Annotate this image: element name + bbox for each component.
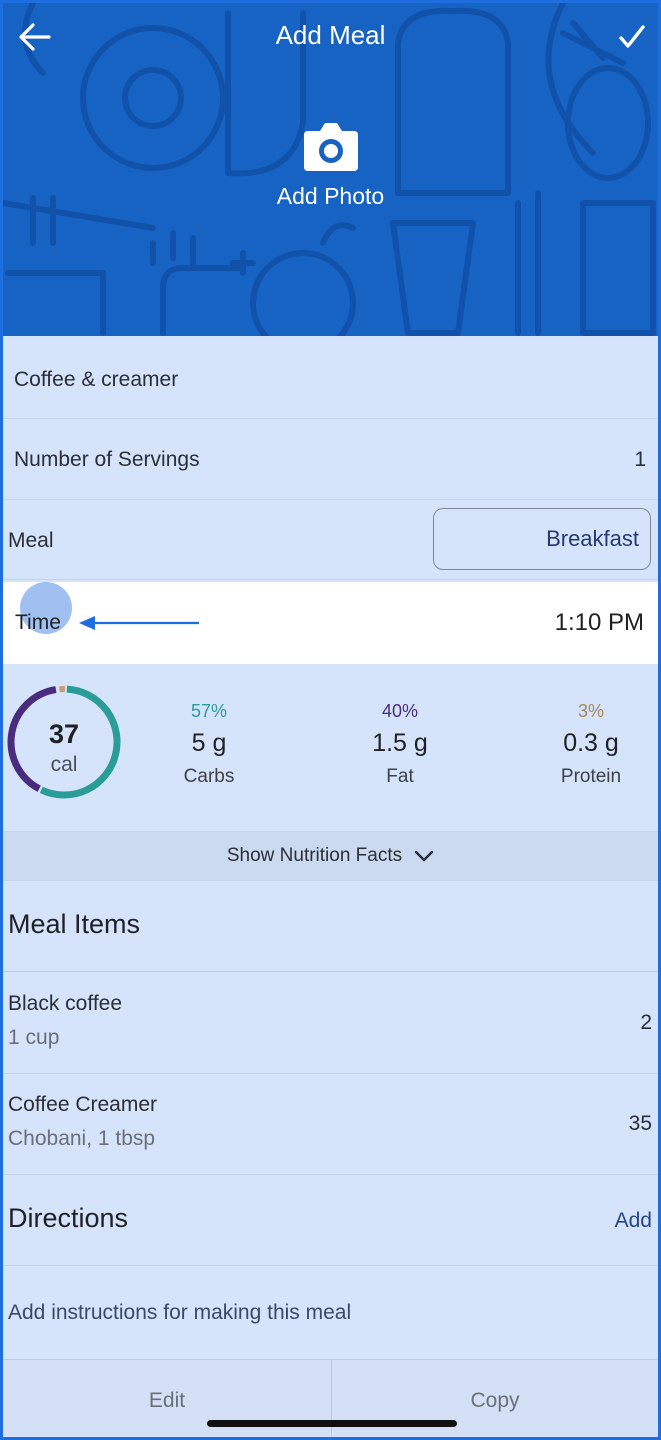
meal-type-row: Meal Breakfast xyxy=(3,500,658,580)
calories-unit: cal xyxy=(50,753,78,776)
time-value: 1:10 PM xyxy=(554,609,644,636)
carbs-label: Carbs xyxy=(183,766,235,787)
meal-item-name: Coffee Creamer xyxy=(8,1093,158,1116)
ring-carbs-segment xyxy=(39,685,121,799)
directions-heading: Directions xyxy=(8,1203,129,1233)
calories-value: 37 xyxy=(48,719,80,749)
meal-type-label: Meal xyxy=(8,529,54,552)
food-pattern-background xyxy=(3,3,656,336)
touch-indicator xyxy=(20,582,72,634)
arrow-left-icon xyxy=(19,23,51,51)
divider xyxy=(3,971,658,972)
camera-icon xyxy=(303,123,358,171)
macro-carbs: 57% 5 g Carbs xyxy=(139,701,279,788)
meal-item-calories: 2 xyxy=(640,1011,652,1034)
home-indicator[interactable] xyxy=(207,1420,457,1427)
nutrition-summary: 37 cal 57% 5 g Carbs 40% 1.5 g Fat 3% 0.… xyxy=(3,665,658,831)
meal-name-row[interactable]: Coffee & creamer xyxy=(3,339,658,419)
meal-item-row[interactable]: Black coffee 1 cup 2 xyxy=(3,973,658,1074)
copy-button[interactable]: Copy xyxy=(470,1388,520,1412)
calorie-ring xyxy=(7,685,121,799)
annotation-arrow-left-icon xyxy=(79,616,199,630)
meal-items-heading: Meal Items xyxy=(8,909,141,939)
carbs-amount: 5 g xyxy=(191,729,227,757)
meal-item-name: Black coffee xyxy=(8,992,123,1015)
ring-fat-segment xyxy=(7,686,57,792)
time-row[interactable]: Time 1:10 PM xyxy=(3,582,658,664)
back-button[interactable] xyxy=(13,17,57,57)
fat-label: Fat xyxy=(386,766,414,787)
carbs-percent: 57% xyxy=(190,701,228,721)
page-title: Add Meal xyxy=(275,20,386,50)
servings-value: 1 xyxy=(634,448,646,471)
add-photo-label: Add Photo xyxy=(276,183,385,209)
chevron-down-icon xyxy=(414,850,434,862)
servings-row[interactable]: Number of Servings 1 xyxy=(3,419,658,500)
meal-item-row[interactable]: Coffee Creamer Chobani, 1 tbsp 35 xyxy=(3,1074,658,1175)
edit-button[interactable]: Edit xyxy=(148,1388,186,1412)
time-label: Time xyxy=(15,611,61,634)
macro-fat: 40% 1.5 g Fat xyxy=(330,701,470,788)
divider xyxy=(3,1265,658,1266)
divider xyxy=(331,1360,332,1437)
protein-percent: 3% xyxy=(577,701,604,721)
bottom-action-bar: Edit Copy xyxy=(3,1359,658,1437)
servings-label: Number of Servings xyxy=(14,448,200,471)
meal-type-select[interactable]: Breakfast xyxy=(433,508,651,570)
show-nutrition-facts-label: Show Nutrition Facts xyxy=(226,845,403,866)
confirm-button[interactable] xyxy=(610,17,654,57)
protein-amount: 0.3 g xyxy=(563,729,619,757)
meal-item-serving: 1 cup xyxy=(8,1026,60,1049)
meal-item-calories: 35 xyxy=(628,1112,652,1135)
checkmark-icon xyxy=(619,25,645,48)
add-directions-button[interactable]: Add xyxy=(614,1209,652,1232)
meal-name-value: Coffee & creamer xyxy=(14,368,179,391)
fat-percent: 40% xyxy=(381,701,419,721)
show-nutrition-facts-button[interactable]: Show Nutrition Facts xyxy=(3,831,658,881)
meal-header: Add Meal Add Photo xyxy=(3,3,658,336)
directions-input[interactable]: Add instructions for making this meal xyxy=(8,1301,352,1324)
fat-amount: 1.5 g xyxy=(372,729,428,757)
protein-label: Protein xyxy=(560,766,622,787)
macro-protein: 3% 0.3 g Protein xyxy=(521,701,658,788)
meal-item-serving: Chobani, 1 tbsp xyxy=(8,1127,156,1150)
add-photo-button[interactable]: Add Photo xyxy=(258,121,403,226)
